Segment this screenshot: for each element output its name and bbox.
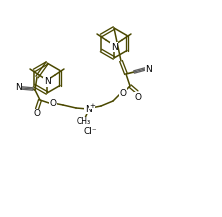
- Text: N: N: [145, 64, 152, 74]
- Text: +: +: [89, 103, 95, 109]
- Text: N: N: [85, 105, 91, 113]
- Text: N: N: [111, 43, 117, 51]
- Text: O: O: [119, 89, 127, 97]
- Text: Cl⁻: Cl⁻: [83, 127, 97, 135]
- Text: N: N: [44, 77, 50, 87]
- Text: O: O: [135, 92, 141, 102]
- Text: O: O: [50, 99, 57, 107]
- Text: O: O: [34, 110, 40, 118]
- Text: CH₃: CH₃: [77, 117, 91, 127]
- Text: N: N: [15, 84, 22, 92]
